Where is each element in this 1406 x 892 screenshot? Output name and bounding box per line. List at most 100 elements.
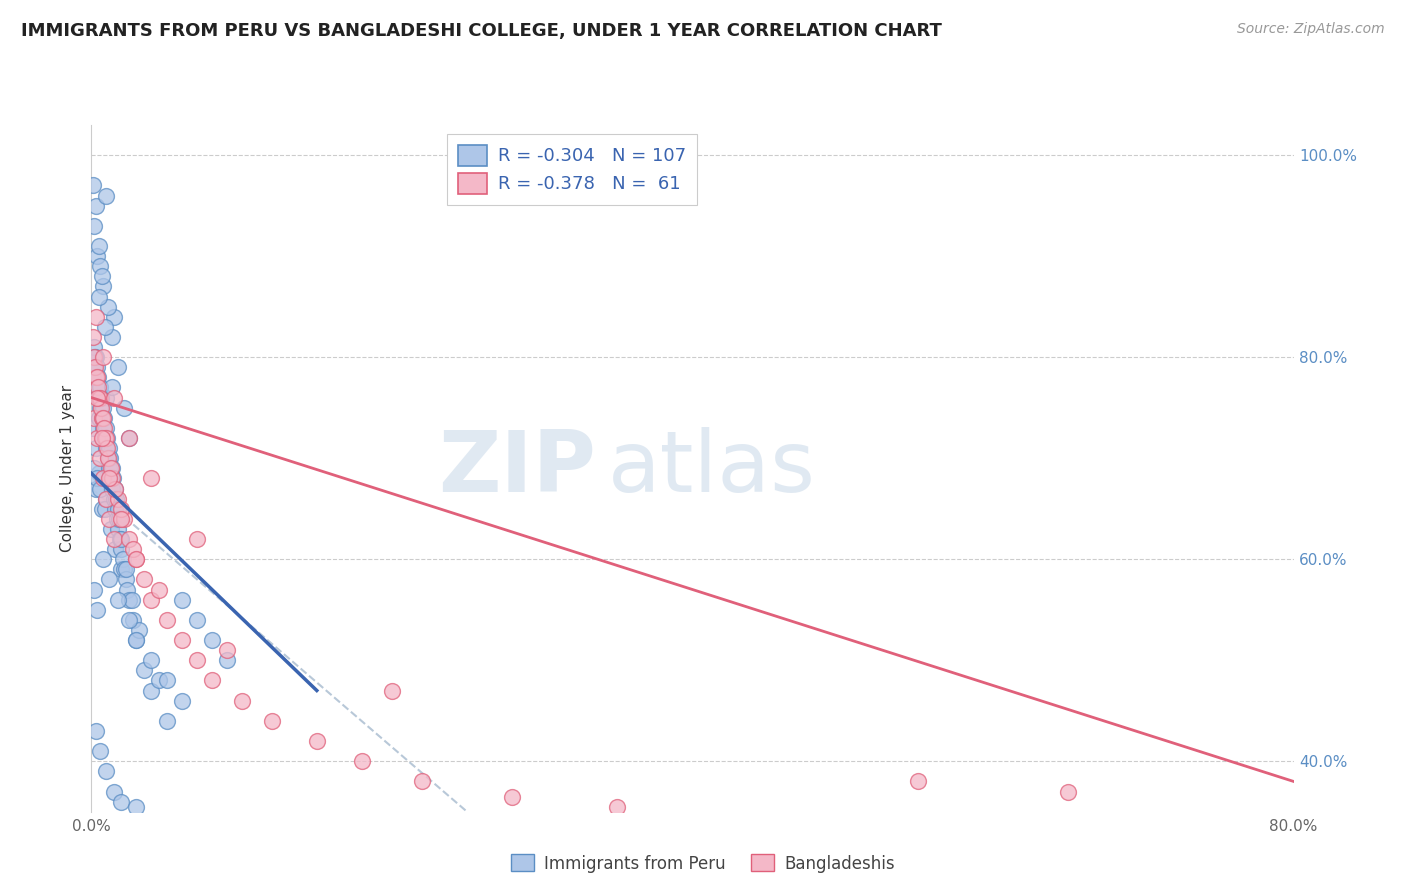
Point xyxy=(97,300,120,314)
Point xyxy=(125,799,148,814)
Point xyxy=(111,552,134,566)
Point xyxy=(86,380,108,394)
Point xyxy=(110,512,132,526)
Point xyxy=(84,482,107,496)
Point xyxy=(215,653,238,667)
Point xyxy=(260,714,283,728)
Point xyxy=(125,552,148,566)
Point xyxy=(103,784,125,798)
Point xyxy=(87,370,110,384)
Point xyxy=(125,552,148,566)
Point xyxy=(108,532,131,546)
Point xyxy=(186,532,208,546)
Point xyxy=(606,799,628,814)
Point xyxy=(170,693,193,707)
Point xyxy=(170,633,193,648)
Point xyxy=(186,653,208,667)
Point xyxy=(89,482,111,496)
Point xyxy=(87,391,110,405)
Point xyxy=(86,370,108,384)
Point xyxy=(100,471,122,485)
Point xyxy=(381,683,404,698)
Point xyxy=(89,391,111,405)
Legend: R = -0.304   N = 107, R = -0.378   N =  61: R = -0.304 N = 107, R = -0.378 N = 61 xyxy=(447,134,697,204)
Point xyxy=(90,501,112,516)
Point xyxy=(98,573,121,587)
Point xyxy=(93,350,115,364)
Point xyxy=(89,260,111,274)
Point xyxy=(83,410,105,425)
Point xyxy=(96,491,118,506)
Point xyxy=(104,482,127,496)
Point xyxy=(141,683,163,698)
Point xyxy=(91,401,114,415)
Point xyxy=(155,613,177,627)
Point xyxy=(118,431,141,445)
Point xyxy=(148,673,170,688)
Point xyxy=(86,391,108,405)
Point xyxy=(114,401,136,415)
Point xyxy=(141,471,163,485)
Point xyxy=(93,279,115,293)
Point xyxy=(86,431,108,445)
Point xyxy=(96,391,118,405)
Point xyxy=(89,401,111,415)
Point xyxy=(90,269,112,284)
Point xyxy=(82,370,104,384)
Point xyxy=(122,542,145,557)
Point xyxy=(110,501,132,516)
Point xyxy=(170,592,193,607)
Point xyxy=(83,219,105,233)
Point xyxy=(201,633,224,648)
Point xyxy=(83,582,105,597)
Point xyxy=(96,441,118,455)
Point xyxy=(101,471,124,485)
Point xyxy=(100,522,122,536)
Point xyxy=(91,410,114,425)
Point xyxy=(87,467,110,481)
Point xyxy=(90,431,112,445)
Point xyxy=(201,673,224,688)
Point xyxy=(94,431,117,445)
Point xyxy=(215,643,238,657)
Point xyxy=(121,592,143,607)
Point xyxy=(87,289,110,303)
Point xyxy=(96,431,118,445)
Legend: Immigrants from Peru, Bangladeshis: Immigrants from Peru, Bangladeshis xyxy=(505,847,901,880)
Point xyxy=(231,693,253,707)
Point xyxy=(89,451,111,466)
Point xyxy=(90,401,112,415)
Point xyxy=(125,633,148,648)
Text: atlas: atlas xyxy=(609,426,817,510)
Point xyxy=(93,421,115,435)
Point xyxy=(89,380,111,394)
Point xyxy=(141,653,163,667)
Point xyxy=(84,360,107,375)
Point xyxy=(94,431,117,445)
Point xyxy=(86,360,108,375)
Point xyxy=(89,744,111,758)
Point xyxy=(83,461,105,475)
Point xyxy=(107,491,129,506)
Point xyxy=(83,350,105,364)
Point xyxy=(114,562,136,576)
Text: Source: ZipAtlas.com: Source: ZipAtlas.com xyxy=(1237,22,1385,37)
Point xyxy=(86,249,108,263)
Point xyxy=(110,542,132,557)
Point xyxy=(86,603,108,617)
Point xyxy=(96,491,118,506)
Point xyxy=(107,501,129,516)
Point xyxy=(118,592,141,607)
Point xyxy=(96,441,118,455)
Point xyxy=(94,501,117,516)
Point xyxy=(148,582,170,597)
Point xyxy=(87,380,110,394)
Point xyxy=(118,532,141,546)
Point xyxy=(107,592,129,607)
Point xyxy=(411,774,433,789)
Point xyxy=(97,441,120,455)
Point xyxy=(100,461,122,475)
Point xyxy=(82,330,104,344)
Point xyxy=(103,532,125,546)
Point xyxy=(84,310,107,324)
